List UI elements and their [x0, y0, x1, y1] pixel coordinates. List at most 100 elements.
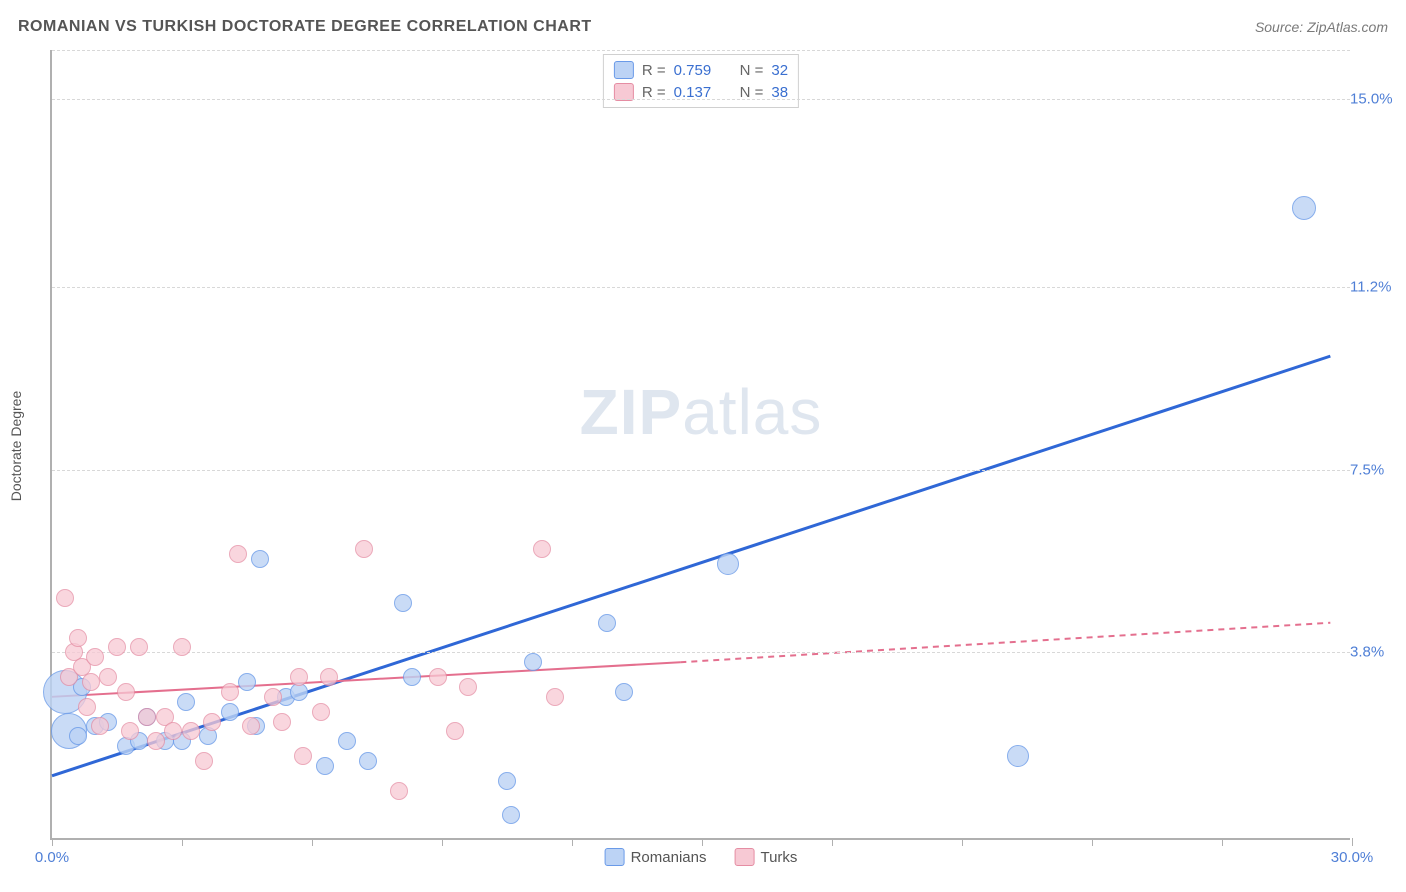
scatter-point	[355, 540, 373, 558]
scatter-point	[238, 673, 256, 691]
scatter-point	[242, 717, 260, 735]
scatter-point	[173, 638, 191, 656]
gridline	[52, 50, 1350, 51]
scatter-point	[99, 668, 117, 686]
chart-title: ROMANIAN VS TURKISH DOCTORATE DEGREE COR…	[18, 18, 592, 36]
scatter-point	[359, 752, 377, 770]
watermark-atlas: atlas	[682, 376, 822, 448]
plot-area: ZIPatlas R =0.759N =32R =0.137N =38 Roma…	[50, 50, 1350, 840]
header: ROMANIAN VS TURKISH DOCTORATE DEGREE COR…	[18, 18, 1388, 36]
x-tick	[1092, 838, 1093, 846]
scatter-point	[403, 668, 421, 686]
scatter-point	[138, 708, 156, 726]
scatter-point	[316, 757, 334, 775]
scatter-point	[312, 703, 330, 721]
y-axis-title: Doctorate Degree	[8, 391, 24, 502]
x-tick	[52, 838, 53, 846]
scatter-point	[524, 653, 542, 671]
scatter-point	[598, 614, 616, 632]
scatter-point	[78, 698, 96, 716]
scatter-point	[164, 722, 182, 740]
scatter-point	[121, 722, 139, 740]
source-label: Source: ZipAtlas.com	[1255, 19, 1388, 35]
n-value: 32	[771, 62, 788, 79]
x-tick	[832, 838, 833, 846]
scatter-point	[498, 772, 516, 790]
scatter-point	[130, 638, 148, 656]
scatter-point	[459, 678, 477, 696]
trend-line	[52, 662, 680, 697]
source-prefix: Source:	[1255, 19, 1307, 35]
legend-swatch	[614, 83, 634, 101]
r-label: R =	[642, 84, 666, 101]
scatter-point	[82, 673, 100, 691]
x-tick	[182, 838, 183, 846]
scatter-point	[294, 747, 312, 765]
x-axis-label: 30.0%	[1331, 849, 1374, 866]
scatter-point	[502, 806, 520, 824]
legend-bottom: Romanians Turks	[605, 848, 798, 866]
scatter-point	[1007, 745, 1029, 767]
x-tick	[1352, 838, 1353, 846]
legend-label: Turks	[760, 849, 797, 866]
scatter-point	[203, 713, 221, 731]
scatter-point	[69, 727, 87, 745]
scatter-point	[429, 668, 447, 686]
x-tick	[962, 838, 963, 846]
scatter-point	[182, 722, 200, 740]
scatter-point	[86, 648, 104, 666]
scatter-point	[147, 732, 165, 750]
legend-swatch	[605, 848, 625, 866]
scatter-point	[221, 683, 239, 701]
gridline	[52, 287, 1350, 288]
chart-container: ROMANIAN VS TURKISH DOCTORATE DEGREE COR…	[0, 0, 1406, 892]
watermark: ZIPatlas	[580, 375, 823, 449]
scatter-point	[338, 732, 356, 750]
trend-line	[52, 356, 1330, 776]
scatter-point	[56, 589, 74, 607]
source-name: ZipAtlas.com	[1307, 19, 1388, 35]
scatter-point	[273, 713, 291, 731]
x-tick	[702, 838, 703, 846]
scatter-point	[221, 703, 239, 721]
legend-swatch	[734, 848, 754, 866]
scatter-point	[177, 693, 195, 711]
scatter-point	[390, 782, 408, 800]
watermark-zip: ZIP	[580, 376, 683, 448]
scatter-point	[446, 722, 464, 740]
x-tick	[312, 838, 313, 846]
n-label: N =	[740, 62, 764, 79]
r-value: 0.137	[674, 84, 722, 101]
legend-swatch	[614, 61, 634, 79]
trend-line	[680, 623, 1330, 663]
legend-stat-row: R =0.759N =32	[614, 59, 788, 81]
scatter-point	[546, 688, 564, 706]
scatter-point	[320, 668, 338, 686]
scatter-point	[264, 688, 282, 706]
y-tick-label: 3.8%	[1350, 644, 1406, 661]
scatter-point	[394, 594, 412, 612]
x-tick	[572, 838, 573, 846]
scatter-point	[69, 629, 87, 647]
scatter-point	[195, 752, 213, 770]
gridline	[52, 470, 1350, 471]
scatter-point	[615, 683, 633, 701]
x-tick	[1222, 838, 1223, 846]
x-tick	[442, 838, 443, 846]
gridline	[52, 99, 1350, 100]
scatter-point	[1292, 196, 1316, 220]
scatter-point	[251, 550, 269, 568]
scatter-point	[533, 540, 551, 558]
scatter-point	[117, 683, 135, 701]
gridline	[52, 652, 1350, 653]
r-label: R =	[642, 62, 666, 79]
scatter-point	[229, 545, 247, 563]
scatter-point	[91, 717, 109, 735]
y-tick-label: 7.5%	[1350, 461, 1406, 478]
n-label: N =	[740, 84, 764, 101]
scatter-point	[290, 668, 308, 686]
legend-label: Romanians	[631, 849, 707, 866]
y-tick-label: 11.2%	[1350, 279, 1406, 296]
y-tick-label: 15.0%	[1350, 91, 1406, 108]
x-axis-label: 0.0%	[35, 849, 69, 866]
